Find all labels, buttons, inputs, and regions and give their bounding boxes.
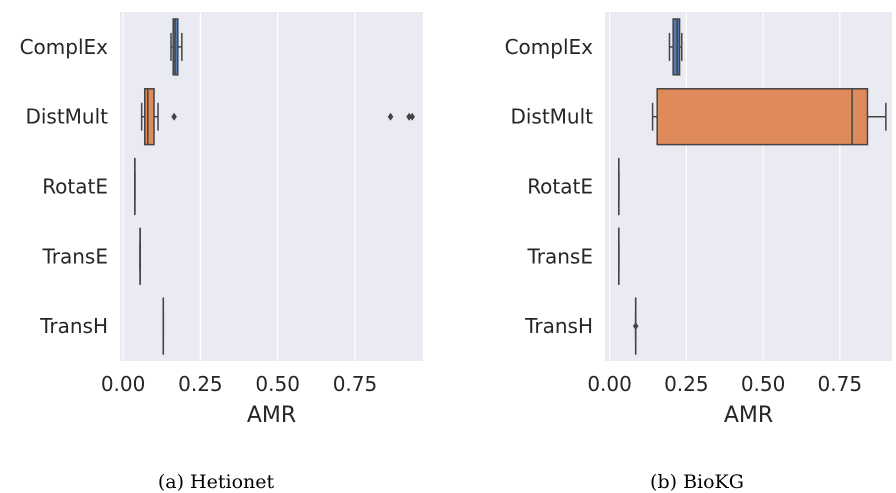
caption-a: (a) Hetionet xyxy=(158,471,275,493)
x-axis-label-b: AMR xyxy=(724,403,773,428)
box-distmult-b xyxy=(656,88,869,146)
flier-distmult-a xyxy=(406,112,412,121)
x-tick-label-b: 0.75 xyxy=(818,372,863,396)
flier-distmult-a xyxy=(387,112,394,121)
y-tick-label-b: TransE xyxy=(527,244,594,268)
flier-transh-b xyxy=(632,322,639,331)
box-complex-b xyxy=(672,18,681,76)
x-tick-label-a: 0.50 xyxy=(255,372,300,396)
y-tick-label-b: DistMult xyxy=(510,105,593,129)
y-tick-label-b: TransH xyxy=(524,314,593,338)
x-tick-label-a: 0.75 xyxy=(333,372,378,396)
y-tick-label-b: ComplEx xyxy=(505,35,594,59)
y-tick-label-a: DistMult xyxy=(25,105,108,129)
x-tick-label-a: 0.00 xyxy=(101,372,146,396)
plot-area-a xyxy=(120,12,423,361)
flier-distmult-a xyxy=(171,112,177,121)
x-tick-label-b: 0.00 xyxy=(587,372,632,396)
caption-b: (b) BioKG xyxy=(650,471,744,493)
y-tick-label-b: RotatE xyxy=(527,175,593,199)
y-tick-label-a: ComplEx xyxy=(20,35,109,59)
x-tick-label-a: 0.25 xyxy=(178,372,223,396)
flier-distmult-a xyxy=(409,112,415,121)
y-tick-label-a: RotatE xyxy=(42,175,108,199)
plot-area-b xyxy=(605,12,892,361)
x-tick-label-b: 0.50 xyxy=(741,372,786,396)
box-distmult-a xyxy=(143,88,155,146)
x-tick-label-b: 0.25 xyxy=(664,372,709,396)
y-tick-label-a: TransH xyxy=(39,314,108,338)
x-axis-label-a: AMR xyxy=(247,403,296,428)
y-tick-label-a: TransE xyxy=(42,244,109,268)
